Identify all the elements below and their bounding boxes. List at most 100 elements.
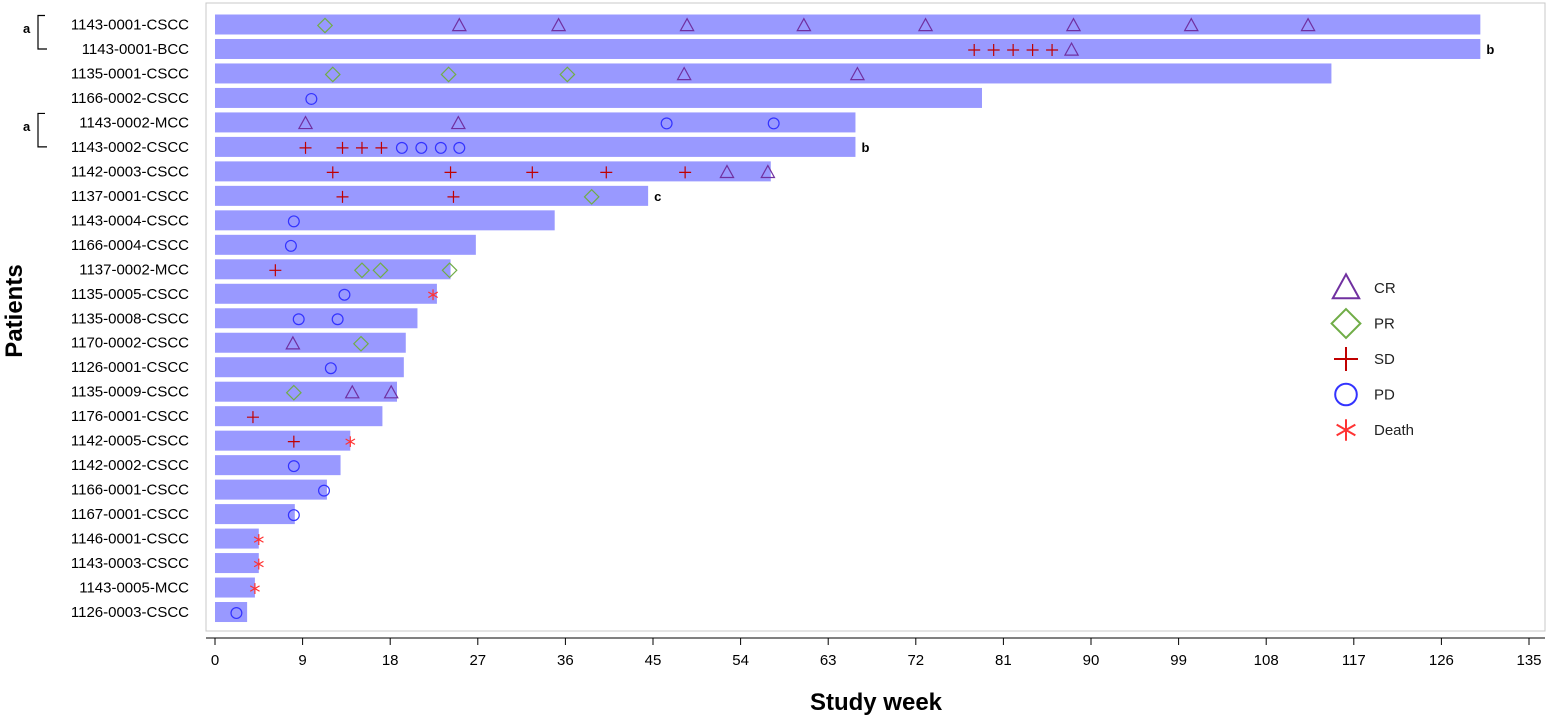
legend-marker-death: [1336, 419, 1356, 441]
patient-label: 1166-0004-CSCC: [71, 237, 189, 254]
patient-bar: [215, 381, 398, 402]
response-marker-pr: [372, 262, 389, 279]
response-marker-cr: [1300, 17, 1316, 32]
patient-label: 1166-0001-CSCC: [71, 482, 189, 499]
patient-label: 1143-0001-BCC: [82, 41, 189, 58]
legend-label-cr: CR: [1374, 280, 1396, 297]
response-marker-pd: [338, 288, 351, 301]
patient-bar: [215, 234, 476, 255]
response-marker-sd: [355, 141, 368, 154]
response-marker-sd: [246, 411, 259, 424]
response-marker-pd: [395, 141, 408, 154]
x-tick-label: 126: [1429, 652, 1454, 669]
response-marker-pd: [287, 215, 300, 228]
patient-bar: [215, 308, 418, 329]
x-axis: 0 9 18 27 36 45 54 63 72 81 90 99 108 117 126 135: [206, 637, 1545, 669]
response-marker-cr: [383, 384, 399, 399]
response-marker-cr: [679, 17, 695, 32]
response-marker-sd: [679, 166, 692, 179]
x-tick-label: 81: [995, 652, 1012, 669]
legend-marker-pd: [1334, 382, 1358, 407]
x-tick-label: 0: [211, 652, 219, 669]
response-marker-sd: [444, 166, 457, 179]
x-tick-label: 27: [469, 652, 486, 669]
patient-label: 1170-0002-CSCC: [71, 335, 189, 352]
response-marker-death: [253, 534, 264, 545]
response-marker-cr: [917, 17, 934, 32]
patient-bar: [215, 504, 295, 525]
response-marker-cr: [849, 66, 866, 81]
response-marker-cr: [344, 384, 360, 399]
patient-label: 1137-0001-CSCC: [71, 188, 189, 205]
response-marker-pr: [441, 262, 458, 279]
response-marker-cr: [676, 66, 692, 81]
response-marker-pd: [305, 92, 318, 105]
patient-bar: [215, 455, 341, 476]
patient-bar: [215, 112, 856, 133]
x-tick-label: 108: [1254, 652, 1279, 669]
patient-bar: [215, 430, 351, 451]
legend-label-death: Death: [1374, 422, 1414, 439]
legend: CR PR SD PD Death: [1330, 272, 1414, 441]
response-marker-cr: [450, 115, 466, 130]
patient-bar: [215, 528, 259, 549]
bars-layer: b b c: [215, 14, 1494, 623]
response-marker-pd: [434, 141, 447, 154]
patient-bar: [215, 161, 771, 182]
patient-label: 1135-0009-CSCC: [71, 384, 189, 401]
patient-label: 1142-0002-CSCC: [71, 457, 189, 474]
patient-label: 1135-0001-CSCC: [71, 65, 189, 82]
response-marker-pd: [453, 141, 466, 154]
response-marker-pd: [292, 313, 305, 326]
patient-label: 1143-0001-CSCC: [71, 17, 189, 34]
response-marker-pr: [559, 66, 576, 83]
response-marker-sd: [987, 43, 1000, 56]
x-tick-label: 72: [907, 652, 924, 669]
response-marker-pd: [324, 362, 337, 375]
patient-bar: [215, 553, 259, 574]
response-marker-pr: [440, 66, 457, 83]
response-marker-cr: [451, 17, 467, 32]
response-marker-sd: [447, 190, 460, 203]
patient-bar: [215, 259, 451, 280]
legend-label-pd: PD: [1374, 387, 1395, 404]
x-tick-label: 63: [820, 652, 837, 669]
response-marker-sd: [299, 141, 312, 154]
legend-label-pr: PR: [1374, 316, 1395, 333]
x-tick-label: 9: [298, 652, 306, 669]
y-tick-labels: 1143-0001-CSCC 1143-0001-BCC 1135-0001-CSC…: [71, 17, 189, 622]
response-marker-pd: [767, 117, 780, 130]
patient-label: 1142-0005-CSCC: [71, 433, 189, 450]
x-tick-label: 117: [1342, 652, 1366, 669]
patient-label: 1143-0005-MCC: [79, 580, 189, 597]
patient-bar: [215, 406, 383, 427]
brackets-layer: aa: [23, 14, 47, 148]
response-marker-pd: [660, 117, 673, 130]
patient-bracket: [37, 14, 47, 50]
patient-label: 1143-0003-CSCC: [71, 555, 189, 572]
response-marker-pd: [318, 484, 331, 497]
response-marker-cr: [796, 17, 812, 32]
bar-footnote: c: [654, 189, 661, 204]
patient-label: 1126-0003-CSCC: [71, 604, 189, 621]
response-marker-pd: [287, 460, 300, 473]
response-marker-cr: [550, 17, 567, 32]
response-marker-sd: [336, 141, 349, 154]
x-tick-label: 54: [732, 652, 749, 669]
patient-label: 1143-0004-CSCC: [71, 212, 189, 229]
patient-bar: [215, 479, 327, 500]
patient-bar: [215, 185, 649, 206]
response-marker-sd: [375, 141, 388, 154]
patient-bar: [215, 136, 856, 157]
response-marker-sd: [287, 435, 300, 448]
response-marker-sd: [526, 166, 539, 179]
response-marker-pr: [324, 66, 341, 83]
response-marker-death: [345, 436, 356, 448]
response-marker-pd: [287, 509, 300, 522]
legend-marker-sd: [1334, 347, 1358, 371]
patient-bar: [215, 38, 1481, 59]
legend-marker-cr: [1331, 272, 1361, 300]
patient-bar: [215, 332, 406, 353]
x-tick-label: 135: [1516, 652, 1541, 669]
